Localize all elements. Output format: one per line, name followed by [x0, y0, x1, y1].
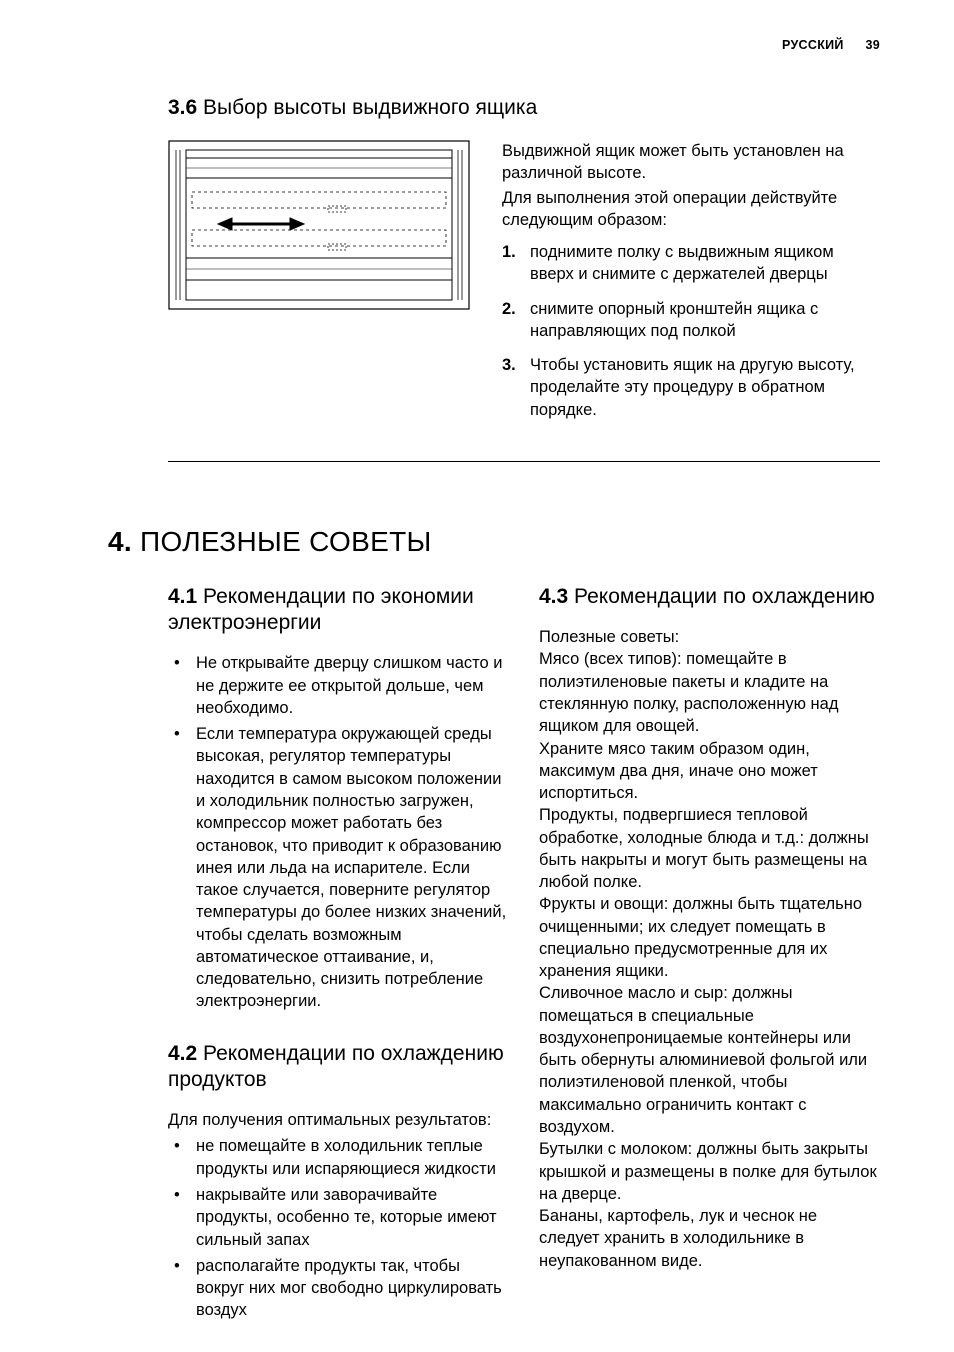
- section-3-6: 3.6 Выбор высоты выдвижного ящика: [168, 96, 880, 462]
- step-text: снимите опорный кронштейн ящика с направ…: [530, 298, 880, 343]
- section-4-2-intro: Для получения оптимальных результатов:: [168, 1109, 507, 1131]
- step-text: Чтобы установить ящик на другую высоту, …: [530, 354, 880, 421]
- section-3-6-intro-1: Выдвижной ящик может быть установлен на …: [502, 140, 880, 185]
- header-page-number: 39: [865, 38, 880, 52]
- section-4-3-para: Бананы, картофель, лук и чеснок не следу…: [539, 1205, 880, 1272]
- list-item: Если температура окружающей среды высока…: [168, 723, 507, 1012]
- section-4-3-para: Фрукты и овощи: должны быть тщательно оч…: [539, 893, 880, 982]
- step-1: 1. поднимите полку с выдвижным ящиком вв…: [502, 241, 880, 286]
- step-number: 2.: [502, 298, 530, 343]
- step-number: 1.: [502, 241, 530, 286]
- section-4-3-para: Мясо (всех типов): помещайте в полиэтиле…: [539, 648, 880, 737]
- section-4-2-heading: 4.2 Рекомендации по охлаждению продуктов: [168, 1041, 507, 1094]
- chapter-4-heading: 4. ПОЛЕЗНЫЕ СОВЕТЫ: [108, 526, 880, 558]
- step-3: 3. Чтобы установить ящик на другую высот…: [502, 354, 880, 421]
- step-number: 3.: [502, 354, 530, 421]
- section-4-3-heading: 4.3 Рекомендации по охлаждению: [539, 584, 880, 610]
- section-4-3-body: Полезные советы: Мясо (всех типов): поме…: [539, 626, 880, 1272]
- section-4-2: 4.2 Рекомендации по охлаждению продуктов…: [168, 1041, 507, 1322]
- section-4-3-title: Рекомендации по охлаждению: [568, 585, 875, 608]
- section-4-1-heading: 4.1 Рекомендации по экономии электроэнер…: [168, 584, 507, 637]
- list-item: не помещайте в холодильник теплые продук…: [168, 1135, 507, 1180]
- section-4-3-para: Сливочное масло и сыр: должны помещаться…: [539, 982, 880, 1138]
- section-3-6-title: Выбор высоты выдвижного ящика: [197, 96, 537, 119]
- left-column: 4.1 Рекомендации по экономии электроэнер…: [168, 584, 507, 1326]
- section-4-3-para: Храните мясо таким образом один, максиму…: [539, 738, 880, 805]
- section-3-6-steps: 1. поднимите полку с выдвижным ящиком вв…: [502, 241, 880, 421]
- drawer-height-figure: [168, 140, 470, 315]
- section-4-2-title: Рекомендации по охлаждению продуктов: [168, 1042, 504, 1091]
- section-4-2-bullets: не помещайте в холодильник теплые продук…: [168, 1135, 507, 1321]
- page-header: РУССКИЙ 39: [108, 38, 880, 52]
- bullet-text: не помещайте в холодильник теплые продук…: [196, 1135, 507, 1180]
- section-4-3-intro: Полезные советы:: [539, 626, 880, 648]
- bullet-text: Если температура окружающей среды высока…: [196, 723, 507, 1012]
- section-4-3-number: 4.3: [539, 585, 568, 608]
- section-3-6-number: 3.6: [168, 96, 197, 119]
- list-item: располагайте продукты так, чтобы вокруг …: [168, 1255, 507, 1322]
- chapter-4-title: ПОЛЕЗНЫЕ СОВЕТЫ: [132, 526, 432, 557]
- section-4-1-title: Рекомендации по экономии электроэнергии: [168, 585, 474, 634]
- right-column: 4.3 Рекомендации по охлаждению Полезные …: [539, 584, 880, 1326]
- section-3-6-intro-2: Для выполнения этой операции действуйте …: [502, 187, 880, 232]
- section-4-3-para: Продукты, подвергшиеся тепловой обработк…: [539, 804, 880, 893]
- section-3-6-text: Выдвижной ящик может быть установлен на …: [502, 140, 880, 433]
- bullet-text: накрывайте или заворачивайте продукты, о…: [196, 1184, 507, 1251]
- list-item: накрывайте или заворачивайте продукты, о…: [168, 1184, 507, 1251]
- section-3-6-heading: 3.6 Выбор высоты выдвижного ящика: [168, 96, 880, 120]
- step-text: поднимите полку с выдвижным ящиком вверх…: [530, 241, 880, 286]
- step-2: 2. снимите опорный кронштейн ящика с нап…: [502, 298, 880, 343]
- section-3-6-body: Выдвижной ящик может быть установлен на …: [168, 140, 880, 462]
- chapter-4-columns: 4.1 Рекомендации по экономии электроэнер…: [168, 584, 880, 1326]
- section-4-3-para: Бутылки с молоком: должны быть закрыты к…: [539, 1138, 880, 1205]
- section-4-1-number: 4.1: [168, 585, 197, 608]
- list-item: Не открывайте дверцу слишком часто и не …: [168, 652, 507, 719]
- bullet-text: Не открывайте дверцу слишком часто и не …: [196, 652, 507, 719]
- section-4-1-bullets: Не открывайте дверцу слишком часто и не …: [168, 652, 507, 1012]
- section-4-2-number: 4.2: [168, 1042, 197, 1065]
- header-language: РУССКИЙ: [782, 38, 844, 52]
- chapter-4-number: 4.: [108, 526, 132, 557]
- bullet-text: располагайте продукты так, чтобы вокруг …: [196, 1255, 507, 1322]
